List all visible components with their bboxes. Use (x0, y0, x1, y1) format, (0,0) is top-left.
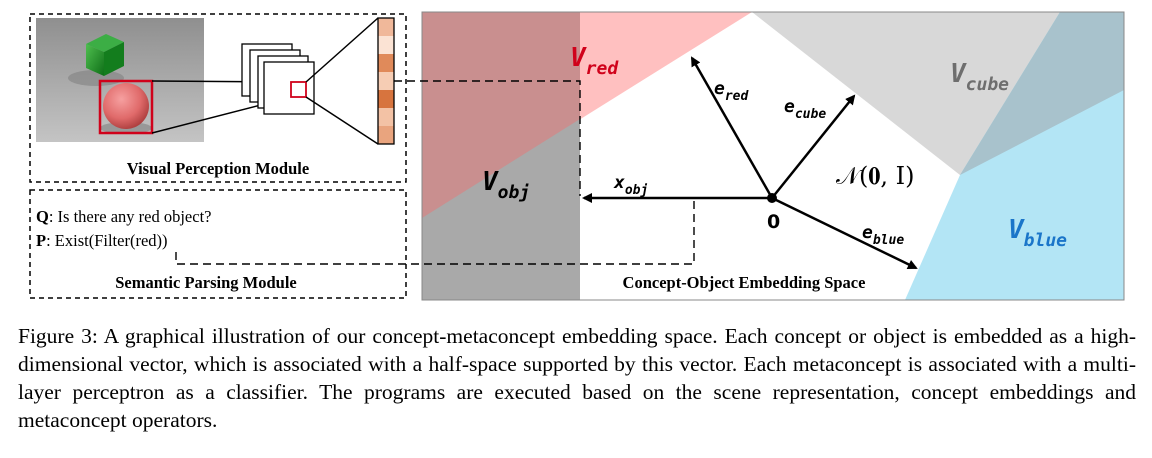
figure-caption: Figure 3: A graphical illustration of ou… (18, 322, 1136, 434)
object-bounding-box (98, 79, 154, 135)
e-red-label: ered (714, 78, 749, 104)
v-red-label: Vred (570, 43, 619, 79)
e-blue-label: eblue (862, 222, 904, 248)
visual-module-title: Visual Perception Module (127, 159, 309, 178)
program-text: : Exist(Filter(red)) (46, 231, 167, 250)
v-cube-blue-overlap (960, 12, 1124, 175)
v-blue-label: Vblue (1008, 215, 1067, 251)
embedding-space-frame (421, 11, 1125, 301)
question-text: : Is there any red object? (49, 207, 212, 226)
v-red-obj-overlap (422, 12, 580, 218)
question-label: Q (36, 207, 49, 226)
semantic-parsing-module-box (29, 189, 407, 299)
origin-point (767, 193, 777, 203)
scene-image (36, 18, 204, 142)
e-cube-arrow (771, 94, 856, 199)
normal-distribution-label: 𝒩(𝟎, I) (836, 162, 914, 190)
e-blue-arrow (771, 196, 918, 270)
program-connector (175, 196, 695, 265)
object-vector-connector (394, 80, 581, 196)
red-sphere (103, 83, 149, 129)
roi-box (290, 81, 307, 98)
embedding-space-title: Concept-Object Embedding Space (623, 273, 866, 292)
figure-3: Visual Perception Module Q: Is there any… (29, 11, 1125, 301)
program-label: P (36, 231, 46, 250)
green-cube (86, 34, 124, 76)
e-red-arrow (690, 56, 774, 199)
semantic-module-title: Semantic Parsing Module (115, 273, 297, 292)
question-line: Q: Is there any red object? (36, 207, 211, 226)
caption-label: Figure 3: (18, 324, 98, 348)
program-line: P: Exist(Filter(red)) (36, 231, 168, 250)
feature-map-stack (241, 43, 315, 115)
caption-text: A graphical illustration of our concept-… (18, 324, 1136, 432)
v-obj-label: Vobj (482, 167, 530, 203)
embedding-space (422, 12, 1124, 300)
origin-label: 0 (767, 211, 780, 233)
visual-perception-module-box (29, 13, 407, 183)
object-feature-vector (377, 17, 395, 145)
v-cube-label: Vcube (950, 59, 1009, 95)
x-obj-label: xobj (613, 172, 648, 198)
e-cube-label: ecube (784, 96, 826, 122)
